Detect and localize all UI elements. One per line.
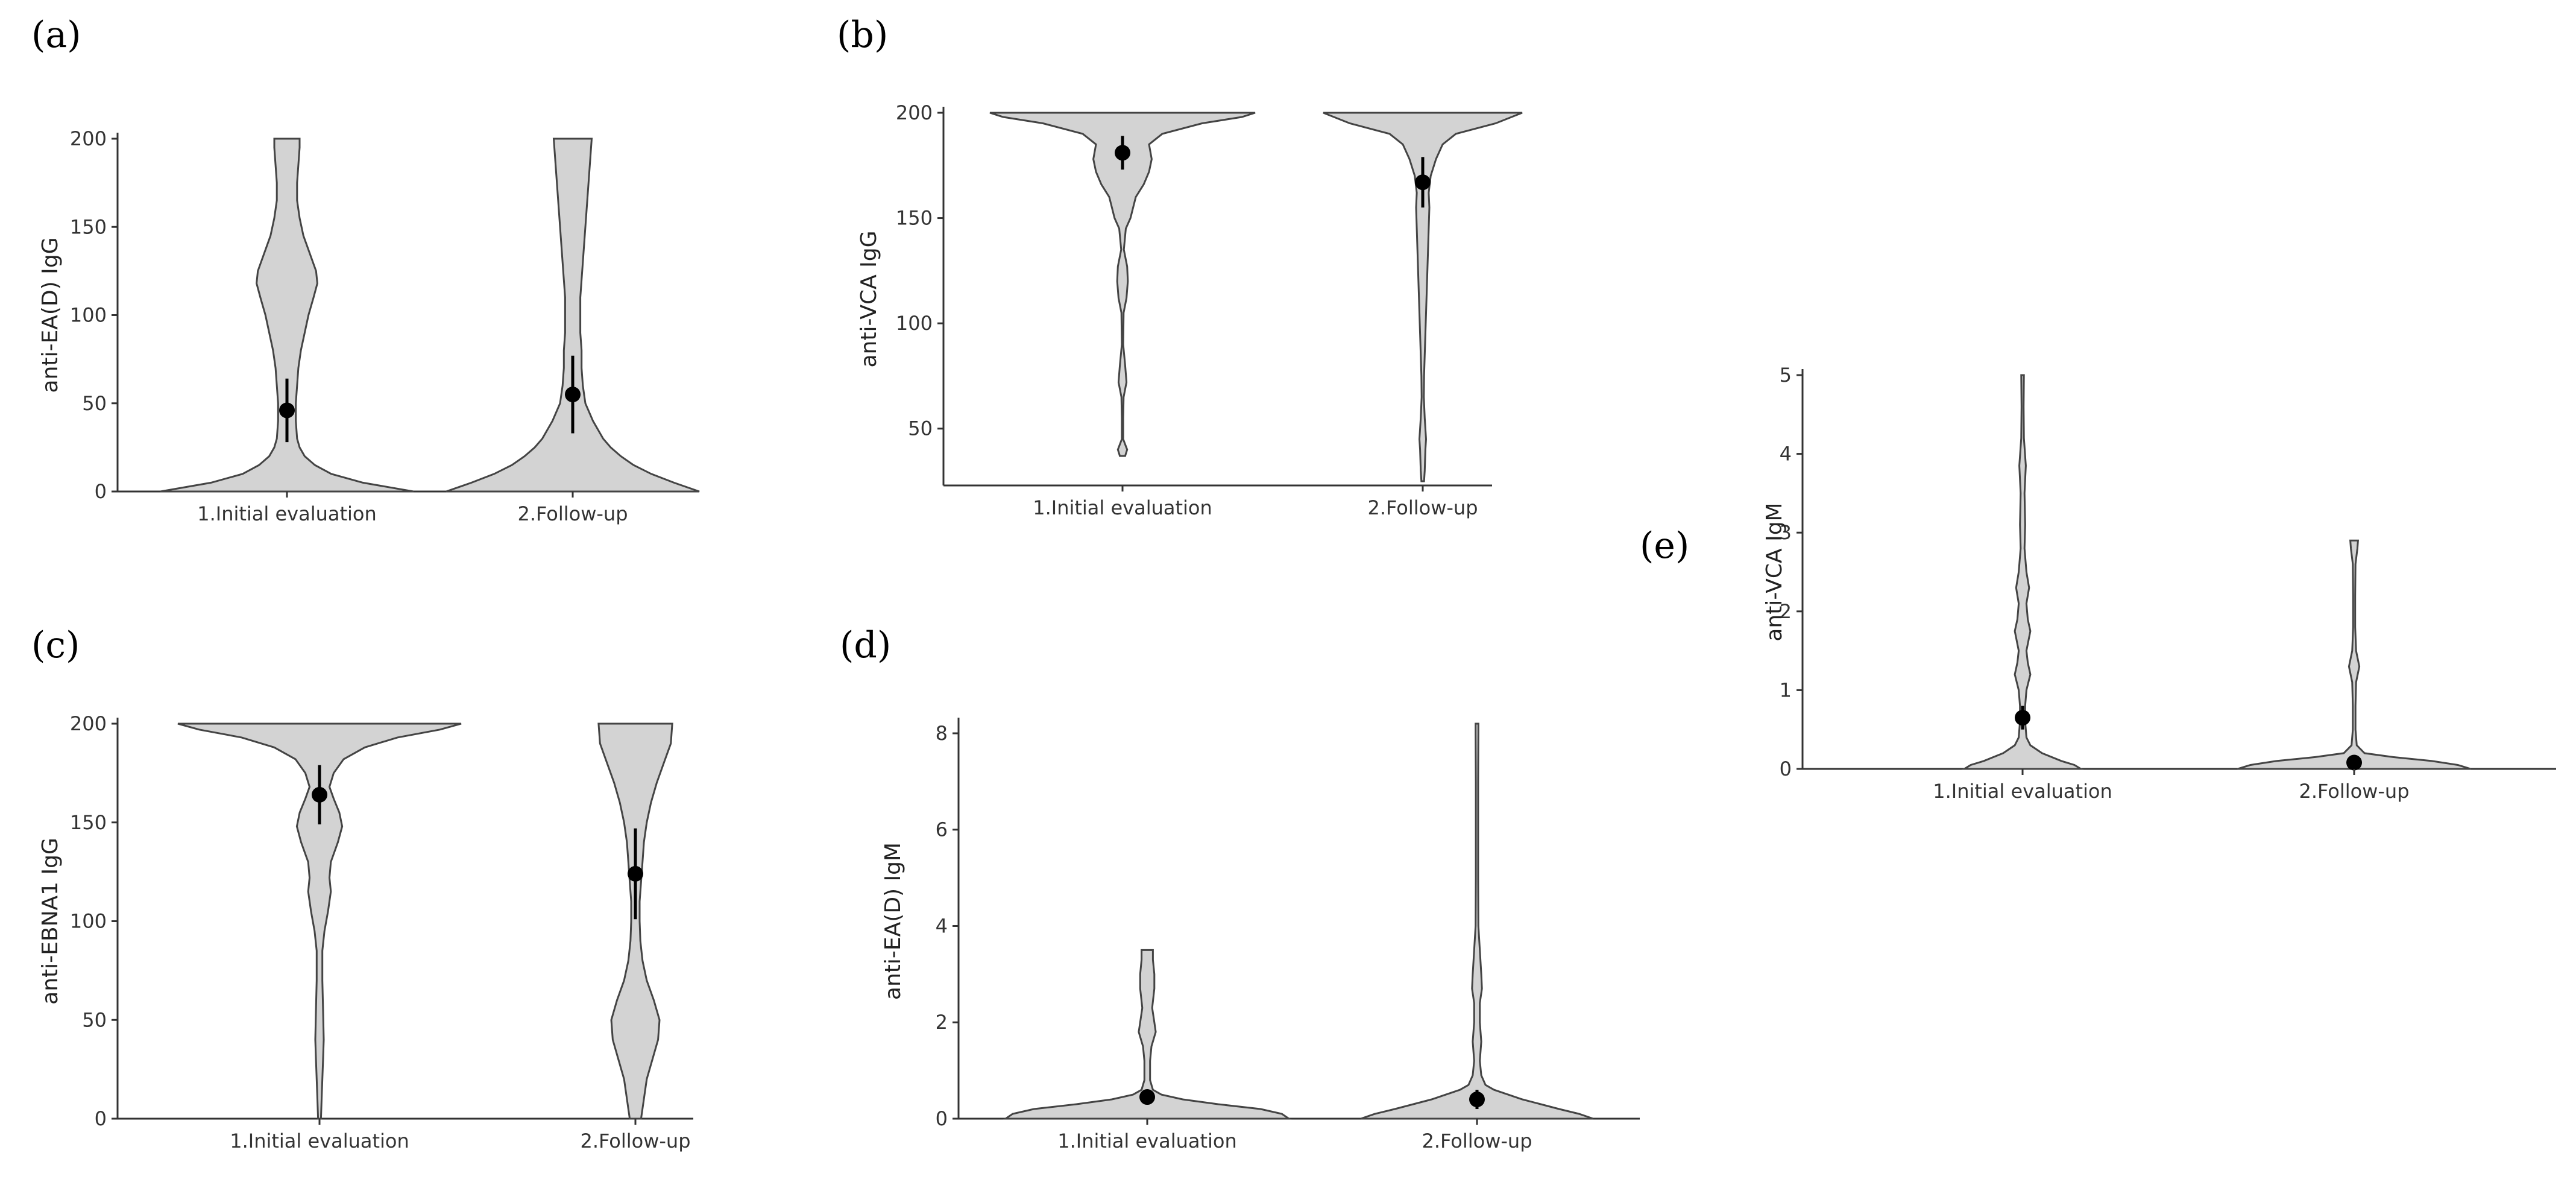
mean-point [2015, 710, 2030, 726]
panel-e-label: (e) [1640, 525, 1689, 567]
y-axis-title: anti-EBNA1 IgG [38, 838, 63, 1005]
y-tick-label: 4 [1780, 443, 1792, 466]
x-category-label: 2.Follow-up [1422, 1130, 1532, 1152]
y-tick-label: 6 [936, 818, 948, 841]
violin-1 [1003, 949, 1292, 1120]
chart-panel-2: 50 100 150 200 anti-VCA IgG 1.Initial evaluat… [857, 101, 1523, 519]
y-tick-label: 3 [1780, 521, 1792, 544]
y-axis-title: anti-VCA IgM [1762, 502, 1787, 641]
y-tick-label: 50 [82, 392, 107, 415]
x-category-label: 1.Initial evaluation [1033, 496, 1212, 519]
y-axis-title: anti-VCA IgG [857, 230, 881, 367]
mean-point [565, 387, 581, 403]
mean-point [279, 402, 295, 419]
y-tick-label: 0 [95, 1107, 107, 1130]
chart-panel-3: 0 50 100 150 200 anti-EBNA1 IgG 1.Initial eval… [38, 712, 693, 1152]
chart-panel-1: 0 50 100 150 200 anti-EA(D) IgG 1.Initial eval… [38, 127, 700, 525]
y-tick-label: 100 [896, 312, 933, 335]
y-tick-label: 2 [936, 1011, 948, 1034]
mean-point [2346, 754, 2362, 771]
mean-point [1415, 174, 1431, 191]
mean-point [1139, 1089, 1155, 1105]
mean-point [1469, 1092, 1485, 1108]
y-tick-label: 100 [70, 304, 107, 327]
x-category-label: 2.Follow-up [1367, 496, 1478, 519]
x-category-label: 2.Follow-up [580, 1130, 690, 1152]
mean-point [312, 786, 327, 803]
panel-d-label: (d) [840, 624, 891, 666]
x-category-label: 1.Initial evaluation [197, 502, 377, 525]
panel-c-label: (c) [31, 624, 80, 666]
chart-panel-5: 0 1 2 3 4 5 anti-VCA IgM 1.Initial evaluation 2.… [1762, 364, 2556, 803]
violin-2 [597, 722, 673, 1120]
violin-1 [177, 722, 462, 1120]
x-category-label: 1.Initial evaluation [1933, 780, 2112, 803]
mean-point [1115, 145, 1130, 161]
y-tick-label: 200 [70, 712, 107, 735]
y-tick-label: 5 [1780, 364, 1792, 387]
y-tick-label: 150 [70, 811, 107, 834]
y-tick-label: 150 [896, 207, 933, 230]
y-axis-title: anti-EA(D) IgM [881, 842, 905, 1000]
chart-panel-4: 0 2 4 6 8 anti-EA(D) IgM 1.Initial evaluation 2… [881, 718, 1640, 1152]
violin-2 [1323, 112, 1523, 482]
violin-2 [1360, 722, 1594, 1120]
y-tick-label: 0 [1780, 757, 1792, 780]
y-tick-label: 1 [1780, 678, 1792, 701]
y-tick-label: 8 [936, 722, 948, 745]
x-category-label: 2.Follow-up [2299, 780, 2409, 803]
violin-2 [2237, 539, 2471, 770]
x-category-label: 1.Initial evaluation [1057, 1130, 1237, 1152]
y-tick-label: 100 [70, 910, 107, 933]
y-tick-label: 50 [82, 1008, 107, 1031]
panel-a-label: (a) [31, 14, 81, 56]
y-tick-label: 4 [936, 914, 948, 937]
y-tick-label: 2 [1780, 600, 1792, 623]
y-tick-label: 150 [70, 215, 107, 238]
y-tick-label: 50 [908, 417, 933, 440]
y-tick-label: 200 [896, 101, 933, 124]
y-tick-label: 0 [95, 480, 107, 503]
violin-2 [446, 137, 700, 493]
x-category-label: 2.Follow-up [517, 502, 628, 525]
panel-b-label: (b) [837, 14, 888, 56]
y-tick-label: 200 [70, 127, 107, 150]
x-category-label: 1.Initial evaluation [230, 1130, 409, 1152]
y-axis-title: anti-EA(D) IgG [38, 238, 63, 393]
violin-1 [989, 112, 1256, 457]
mean-point [628, 865, 643, 882]
violin-1 [160, 137, 414, 493]
violin-1 [1960, 374, 2085, 770]
y-tick-label: 0 [936, 1107, 948, 1130]
